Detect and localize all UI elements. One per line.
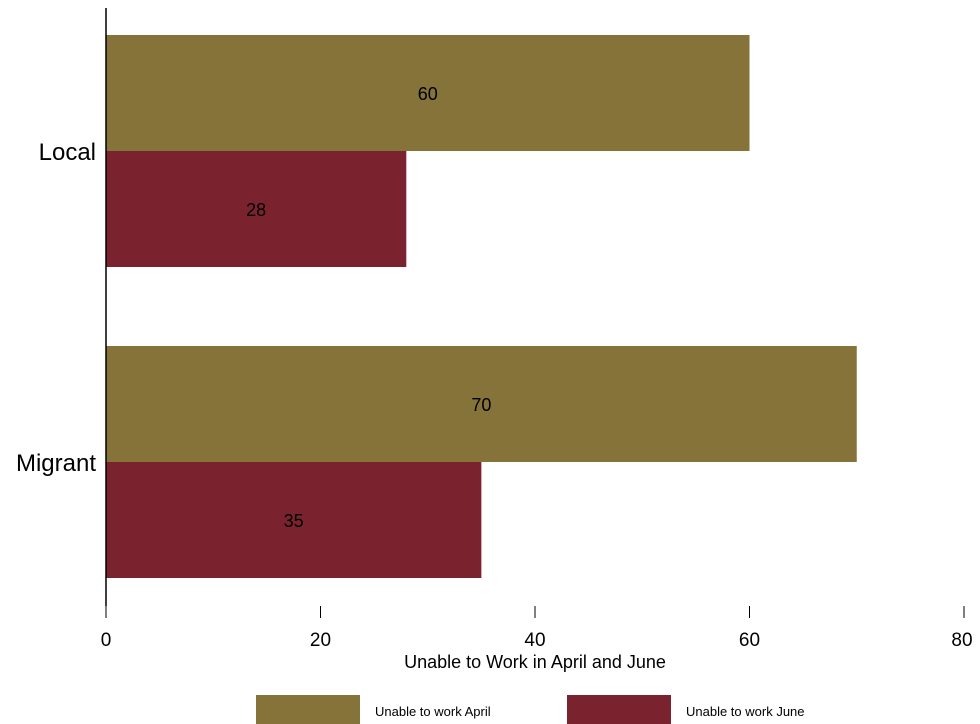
legend-label: Unable to work April (375, 704, 491, 719)
category-label-migrant: Migrant (16, 450, 96, 477)
bars-layer (106, 35, 857, 578)
bar-local-june (106, 151, 407, 267)
x-axis-label: Unable to Work in April and June (404, 652, 666, 672)
x-tick-label: 40 (524, 630, 545, 651)
data-label: 35 (284, 511, 304, 531)
category-label-local: Local (39, 139, 96, 166)
x-axis-ticks: 0 20 40 60 80 (101, 606, 973, 651)
bar-labels-layer: 60 28 70 35 (246, 84, 491, 531)
data-label: 70 (471, 395, 491, 415)
legend-swatch (567, 695, 671, 724)
x-tick-label: 0 (101, 630, 112, 651)
data-label: 60 (418, 84, 438, 104)
x-tick-label: 20 (310, 630, 331, 651)
bar-migrant-april (106, 346, 857, 462)
bar-local-april (106, 35, 750, 151)
legend-swatch (256, 695, 360, 724)
bar-migrant-june (106, 462, 482, 578)
category-labels: Local Migrant (16, 139, 96, 477)
data-label: 28 (246, 200, 266, 220)
x-tick-label: 60 (739, 630, 760, 651)
legend-label: Unable to work June (686, 704, 805, 719)
legend: Unable to work April Unable to work June (256, 695, 805, 724)
x-tick-label: 80 (951, 630, 972, 651)
